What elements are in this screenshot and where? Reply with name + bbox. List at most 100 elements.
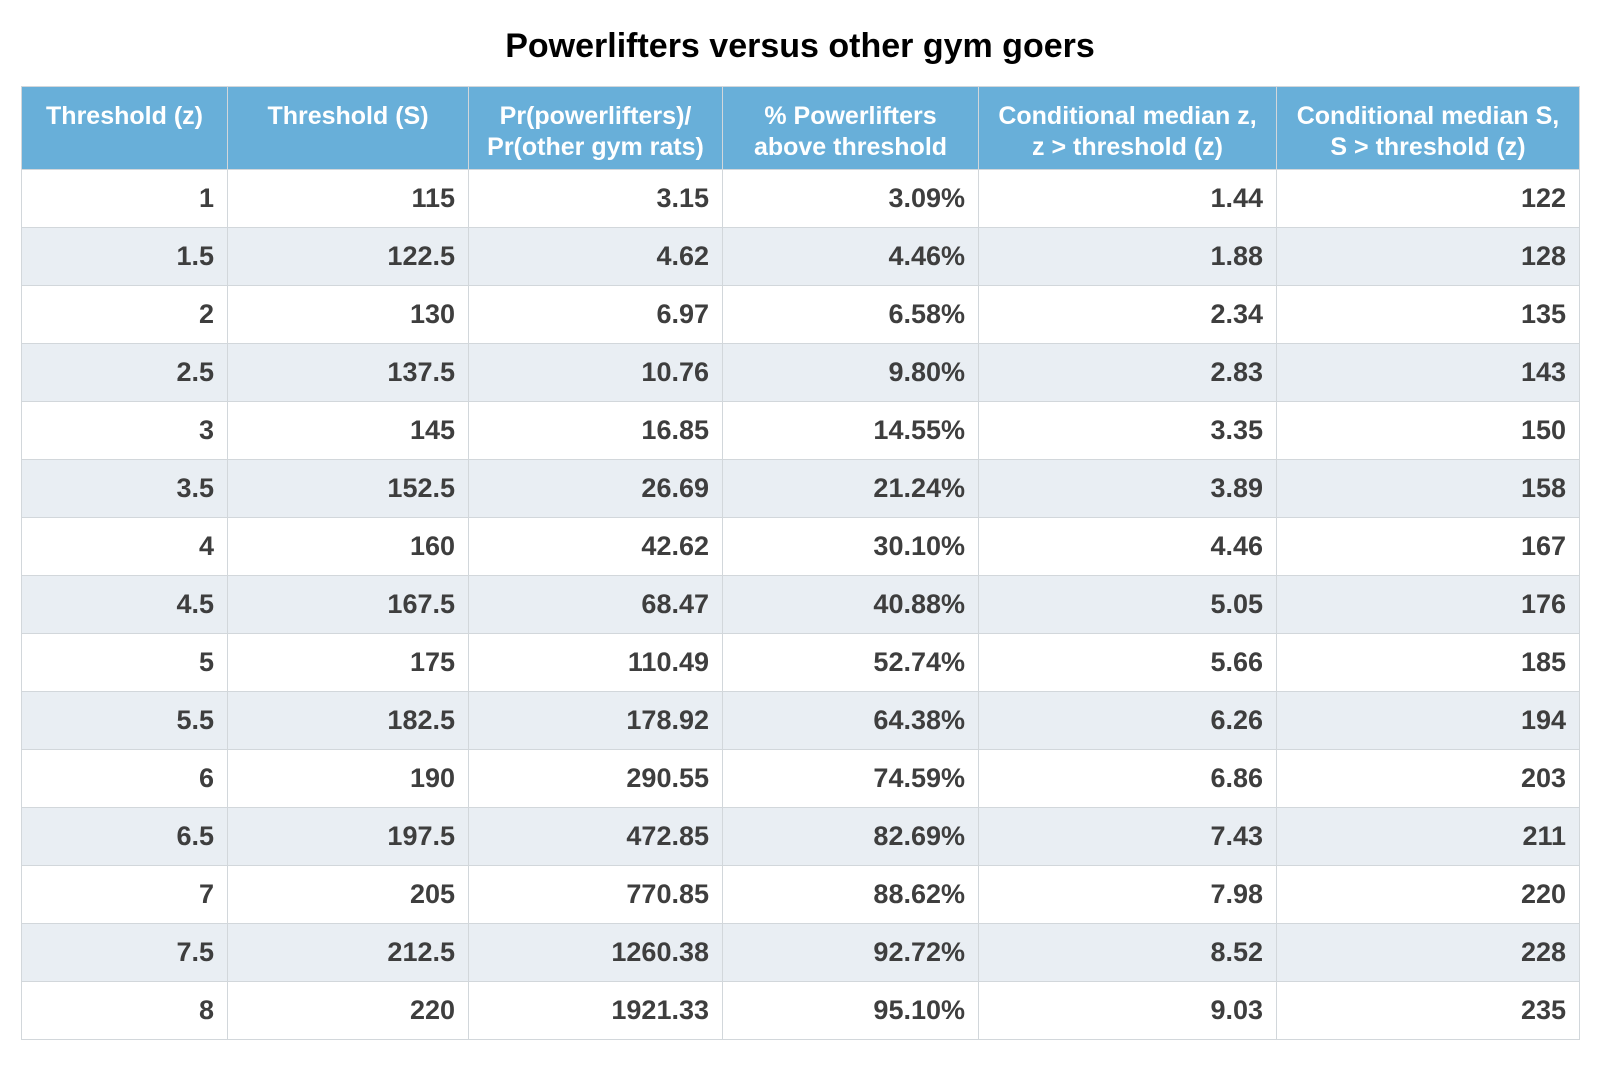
table-cell: 2.5 <box>21 343 228 402</box>
table-cell: 5.5 <box>21 691 228 750</box>
table-cell: 1.5 <box>21 227 228 286</box>
table-cell: 6.86 <box>978 749 1277 808</box>
table-cell: 1921.33 <box>468 981 723 1040</box>
table-cell: 176 <box>1276 575 1580 634</box>
table-cell: 8 <box>21 981 228 1040</box>
table-cell: 3.09% <box>722 169 979 228</box>
table-cell: 7.98 <box>978 865 1277 924</box>
table-row: 7 205 770.85 88.62% 7.98 220 <box>21 865 1580 924</box>
table-cell: 92.72% <box>722 923 979 982</box>
table-cell: 122.5 <box>227 227 469 286</box>
table-cell: 143 <box>1276 343 1580 402</box>
table-cell: 135 <box>1276 285 1580 344</box>
table-cell: 472.85 <box>468 807 723 866</box>
table-cell: 1 <box>21 169 228 228</box>
table-cell: 26.69 <box>468 459 723 518</box>
table-cell: 3 <box>21 401 228 460</box>
table-cell: 2 <box>21 285 228 344</box>
table-cell: 5.66 <box>978 633 1277 692</box>
table-cell: 82.69% <box>722 807 979 866</box>
table-row: 6.5 197.5 472.85 82.69% 7.43 211 <box>21 807 1580 866</box>
table-row: 3 145 16.85 14.55% 3.35 150 <box>21 401 1580 460</box>
table-row: 3.5 152.5 26.69 21.24% 3.89 158 <box>21 459 1580 518</box>
table-cell: 4.46 <box>978 517 1277 576</box>
table-cell: 211 <box>1276 807 1580 866</box>
table-cell: 220 <box>1276 865 1580 924</box>
table-cell: 220 <box>227 981 469 1040</box>
table-cell: 4.62 <box>468 227 723 286</box>
table-cell: 194 <box>1276 691 1580 750</box>
table-row: 1 115 3.15 3.09% 1.44 122 <box>21 169 1580 228</box>
table-cell: 178.92 <box>468 691 723 750</box>
table-cell: 158 <box>1276 459 1580 518</box>
table-cell: 64.38% <box>722 691 979 750</box>
table-cell: 137.5 <box>227 343 469 402</box>
table-row: 4.5 167.5 68.47 40.88% 5.05 176 <box>21 575 1580 634</box>
table-row: 5 175 110.49 52.74% 5.66 185 <box>21 633 1580 692</box>
table-cell: 7 <box>21 865 228 924</box>
table-cell: 6 <box>21 749 228 808</box>
table-cell: 2.34 <box>978 285 1277 344</box>
table-cell: 203 <box>1276 749 1580 808</box>
table-cell: 770.85 <box>468 865 723 924</box>
table-header: Threshold (z) Threshold (S) Pr(powerlift… <box>21 86 1580 170</box>
table-cell: 7.5 <box>21 923 228 982</box>
column-header-probability-ratio: Pr(powerlifters)/ Pr(other gym rats) <box>468 86 723 170</box>
table-cell: 6.5 <box>21 807 228 866</box>
table-cell: 3.35 <box>978 401 1277 460</box>
table-cell: 182.5 <box>227 691 469 750</box>
table-cell: 74.59% <box>722 749 979 808</box>
table-cell: 167 <box>1276 517 1580 576</box>
table-cell: 3.5 <box>21 459 228 518</box>
table-cell: 16.85 <box>468 401 723 460</box>
table-row: 7.5 212.5 1260.38 92.72% 8.52 228 <box>21 923 1580 982</box>
table-cell: 212.5 <box>227 923 469 982</box>
table-row: 6 190 290.55 74.59% 6.86 203 <box>21 749 1580 808</box>
page-title: Powerlifters versus other gym goers <box>505 27 1095 65</box>
table-cell: 40.88% <box>722 575 979 634</box>
table-cell: 205 <box>227 865 469 924</box>
table-cell: 14.55% <box>722 401 979 460</box>
table-cell: 128 <box>1276 227 1580 286</box>
table-cell: 9.80% <box>722 343 979 402</box>
table-cell: 10.76 <box>468 343 723 402</box>
table-cell: 197.5 <box>227 807 469 866</box>
table-cell: 6.26 <box>978 691 1277 750</box>
table-cell: 7.43 <box>978 807 1277 866</box>
table-cell: 130 <box>227 285 469 344</box>
table-cell: 6.97 <box>468 285 723 344</box>
table-cell: 6.58% <box>722 285 979 344</box>
table-cell: 5.05 <box>978 575 1277 634</box>
column-header-pct-above: % Powerlifters above threshold <box>722 86 979 170</box>
table-cell: 167.5 <box>227 575 469 634</box>
header-row: Threshold (z) Threshold (S) Pr(powerlift… <box>21 86 1580 170</box>
table-row: 1.5 122.5 4.62 4.46% 1.88 128 <box>21 227 1580 286</box>
column-header-cond-median-z: Conditional median z, z > threshold (z) <box>978 86 1277 170</box>
table-cell: 68.47 <box>468 575 723 634</box>
table-cell: 8.52 <box>978 923 1277 982</box>
table-cell: 152.5 <box>227 459 469 518</box>
table-cell: 95.10% <box>722 981 979 1040</box>
table-cell: 122 <box>1276 169 1580 228</box>
table-cell: 9.03 <box>978 981 1277 1040</box>
table-row: 2 130 6.97 6.58% 2.34 135 <box>21 285 1580 344</box>
table-cell: 228 <box>1276 923 1580 982</box>
table-cell: 5 <box>21 633 228 692</box>
column-header-threshold-s: Threshold (S) <box>227 86 469 170</box>
column-header-threshold-z: Threshold (z) <box>21 86 228 170</box>
table-cell: 235 <box>1276 981 1580 1040</box>
table-row: 5.5 182.5 178.92 64.38% 6.26 194 <box>21 691 1580 750</box>
table-row: 4 160 42.62 30.10% 4.46 167 <box>21 517 1580 576</box>
table-cell: 115 <box>227 169 469 228</box>
table-cell: 4.5 <box>21 575 228 634</box>
table-cell: 4.46% <box>722 227 979 286</box>
table-row: 2.5 137.5 10.76 9.80% 2.83 143 <box>21 343 1580 402</box>
table-cell: 52.74% <box>722 633 979 692</box>
table-cell: 185 <box>1276 633 1580 692</box>
table-cell: 2.83 <box>978 343 1277 402</box>
column-header-cond-median-s: Conditional median S, S > threshold (z) <box>1276 86 1580 170</box>
table-cell: 21.24% <box>722 459 979 518</box>
table-cell: 175 <box>227 633 469 692</box>
table-cell: 42.62 <box>468 517 723 576</box>
table-cell: 30.10% <box>722 517 979 576</box>
